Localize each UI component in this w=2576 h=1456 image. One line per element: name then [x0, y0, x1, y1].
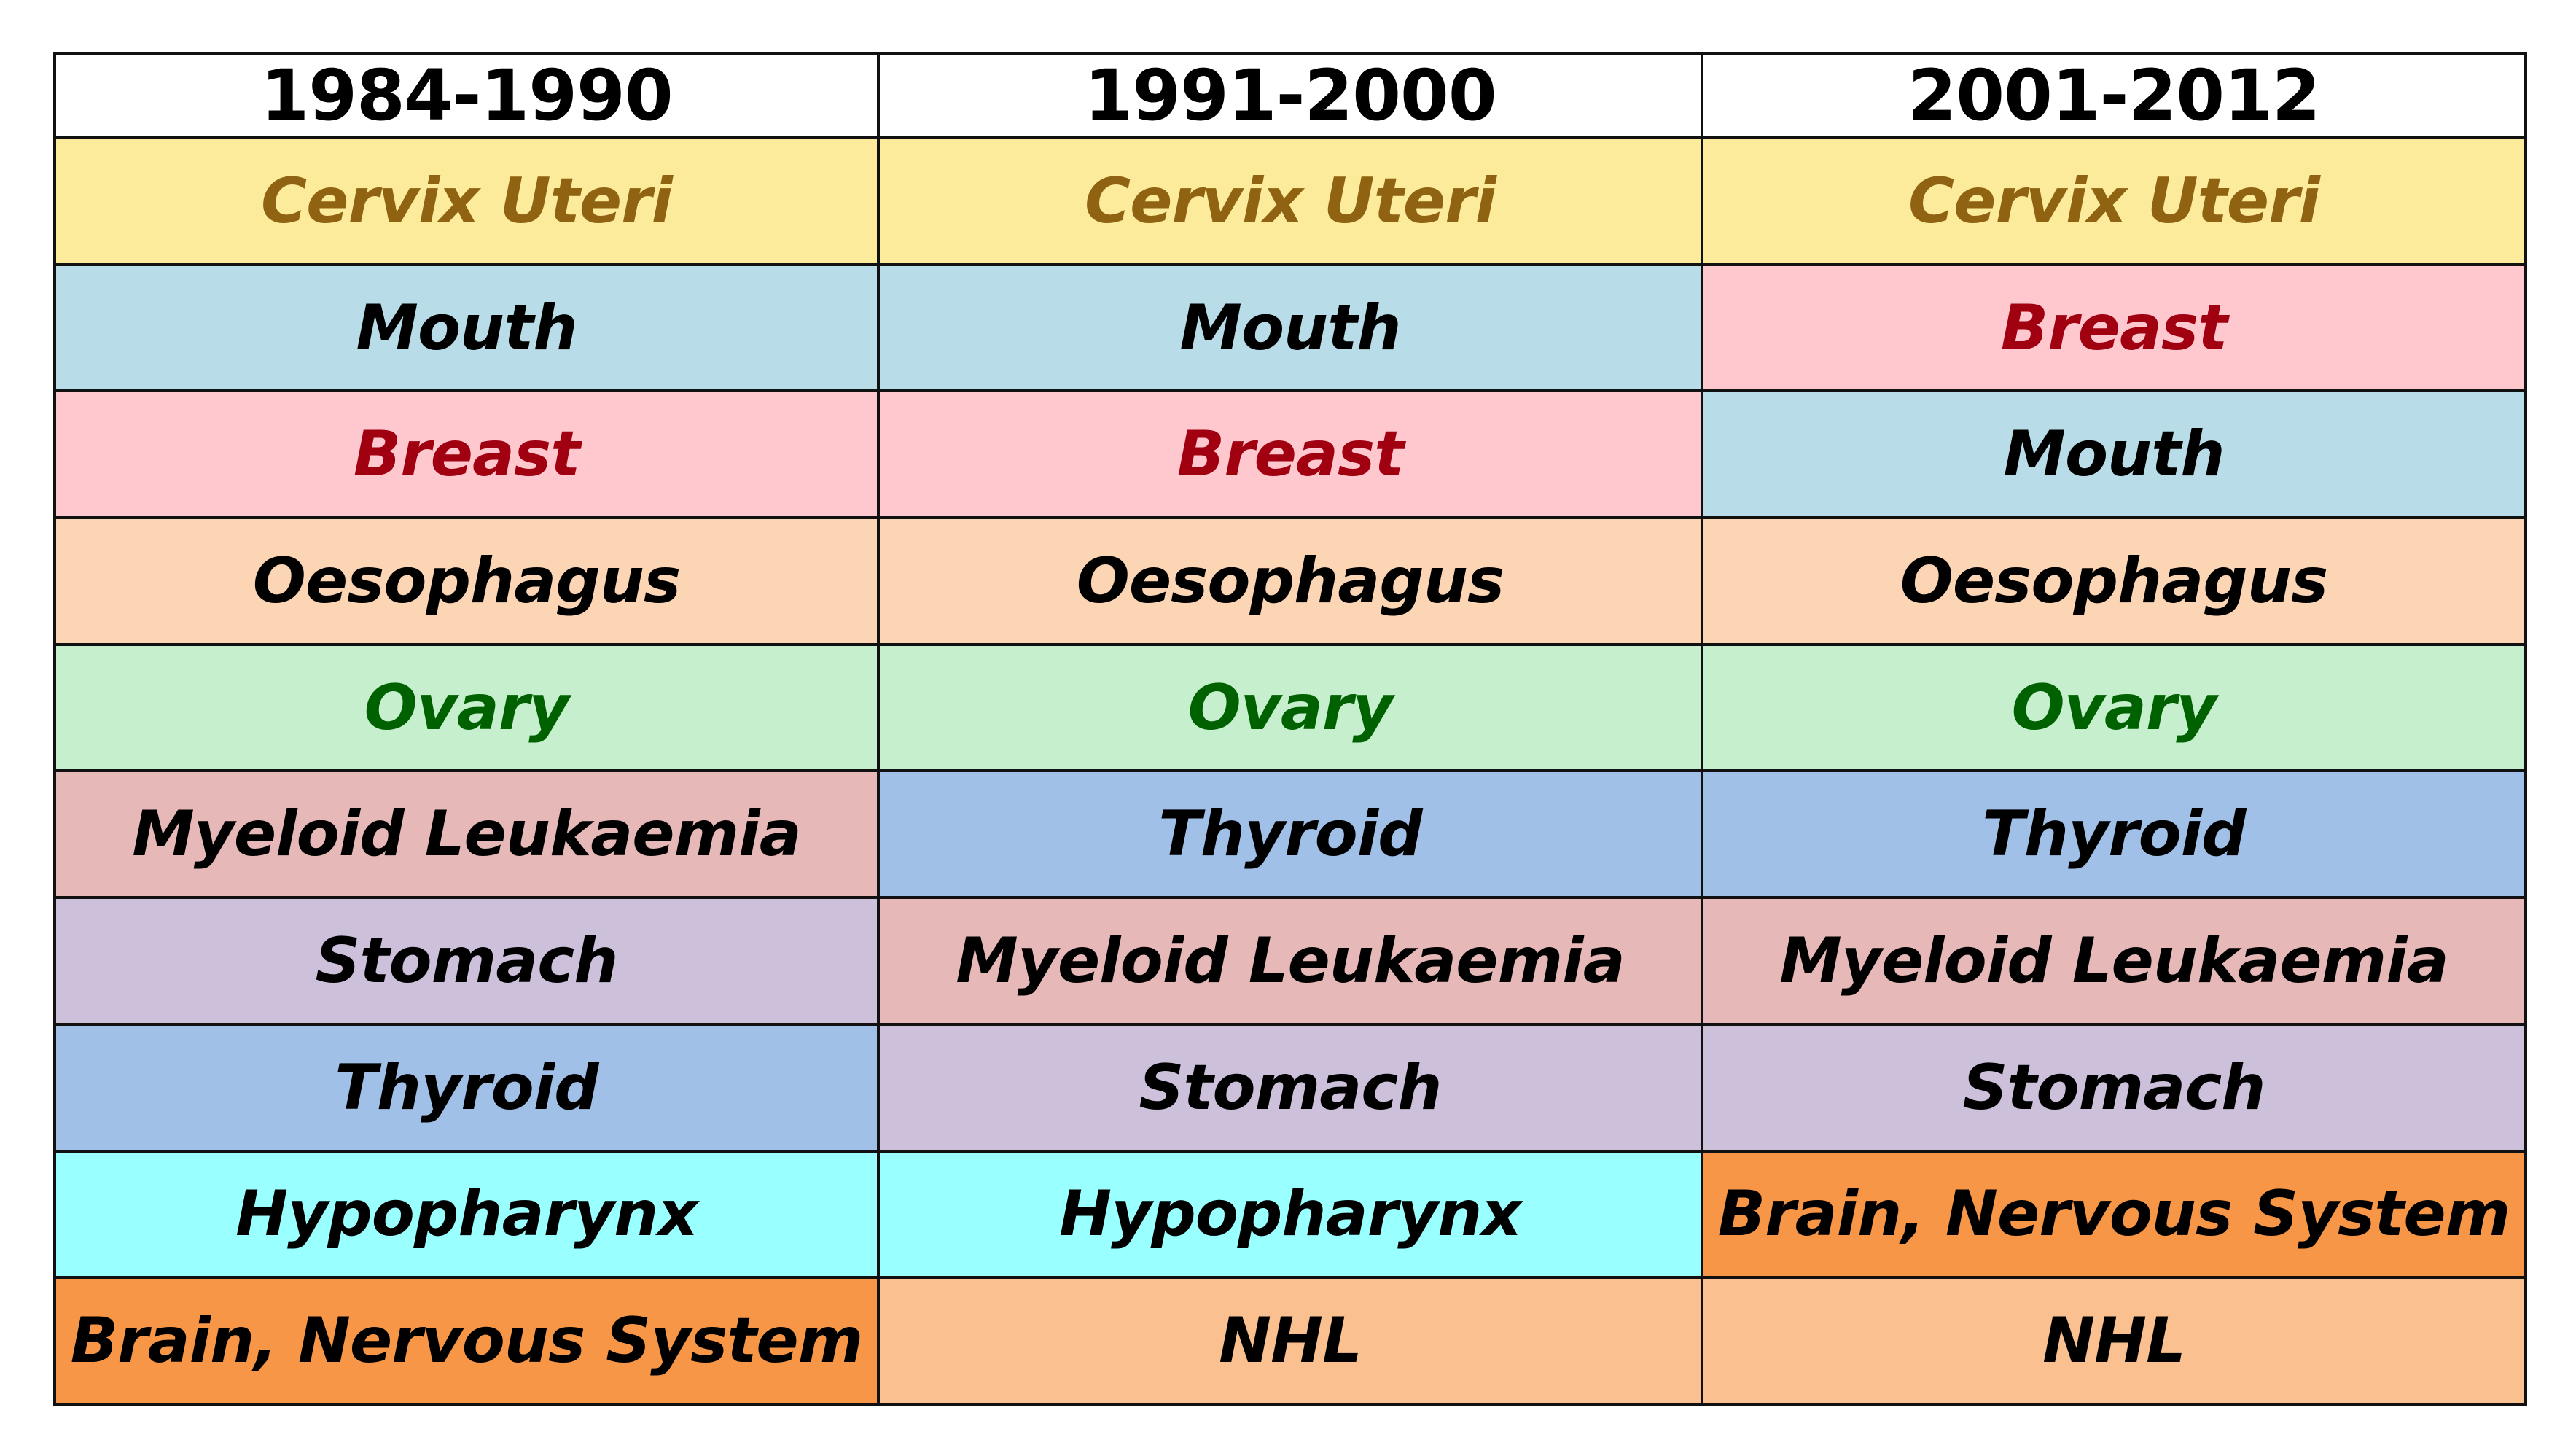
site-cell-brain: Brain, Nervous System: [53, 1276, 880, 1406]
cancer-ranking-table: 1984-1990 1991-2000 2001-2012 Cervix Ute…: [53, 52, 2527, 1406]
site-cell-thyroid: Thyroid: [53, 1022, 880, 1153]
table-row: Mouth Mouth Breast: [53, 262, 2527, 393]
site-cell-mouth: Mouth: [877, 262, 1703, 393]
table-row: Thyroid Stomach Stomach: [53, 1022, 2527, 1153]
site-cell-cervix: Cervix Uteri: [877, 136, 1703, 266]
site-cell-hypopharynx: Hypopharynx: [53, 1149, 880, 1280]
site-cell-mouth: Mouth: [1701, 389, 2527, 520]
table-row: Breast Breast Mouth: [53, 389, 2527, 520]
site-cell-stomach: Stomach: [53, 896, 880, 1026]
table-row: Stomach Myeloid Leukaemia Myeloid Leukaemi…: [53, 896, 2527, 1026]
site-cell-cervix: Cervix Uteri: [1701, 136, 2527, 266]
cancer-ranking-table-container: 1984-1990 1991-2000 2001-2012 Cervix Ute…: [53, 52, 2527, 1406]
site-cell-ovary: Ovary: [1701, 642, 2527, 773]
site-cell-stomach: Stomach: [877, 1022, 1703, 1153]
site-cell-oesophagus: Oesophagus: [1701, 516, 2527, 646]
site-cell-myeloid: Myeloid Leukaemia: [53, 769, 880, 900]
site-cell-ovary: Ovary: [53, 642, 880, 773]
period-header-1984-1990: 1984-1990: [53, 52, 880, 139]
site-cell-breast: Breast: [53, 389, 880, 520]
site-cell-myeloid: Myeloid Leukaemia: [1701, 896, 2527, 1026]
site-cell-oesophagus: Oesophagus: [53, 516, 880, 646]
table-row: Ovary Ovary Ovary: [53, 642, 2527, 773]
table-body: Cervix Uteri Cervix Uteri Cervix Uteri Mout…: [53, 136, 2527, 1406]
site-cell-hypopharynx: Hypopharynx: [877, 1149, 1703, 1280]
period-header-1991-2000: 1991-2000: [877, 52, 1703, 139]
table-row: Cervix Uteri Cervix Uteri Cervix Uteri: [53, 136, 2527, 266]
site-cell-nhl: NHL: [1701, 1276, 2527, 1406]
site-cell-nhl: NHL: [877, 1276, 1703, 1406]
site-cell-breast: Breast: [877, 389, 1703, 520]
table-row: Brain, Nervous System NHL NHL: [53, 1276, 2527, 1406]
site-cell-myeloid: Myeloid Leukaemia: [877, 896, 1703, 1026]
site-cell-mouth: Mouth: [53, 262, 880, 393]
site-cell-thyroid: Thyroid: [1701, 769, 2527, 900]
site-cell-brain: Brain, Nervous System: [1701, 1149, 2527, 1280]
header-row: 1984-1990 1991-2000 2001-2012: [53, 52, 2527, 139]
site-cell-breast: Breast: [1701, 262, 2527, 393]
period-header-2001-2012: 2001-2012: [1701, 52, 2527, 139]
site-cell-thyroid: Thyroid: [877, 769, 1703, 900]
site-cell-stomach: Stomach: [1701, 1022, 2527, 1153]
site-cell-ovary: Ovary: [877, 642, 1703, 773]
table-row: Myeloid Leukaemia Thyroid Thyroid: [53, 769, 2527, 900]
site-cell-cervix: Cervix Uteri: [53, 136, 880, 266]
site-cell-oesophagus: Oesophagus: [877, 516, 1703, 646]
table-row: Hypopharynx Hypopharynx Brain, Nervous Sys…: [53, 1149, 2527, 1280]
table-row: Oesophagus Oesophagus Oesophagus: [53, 516, 2527, 646]
